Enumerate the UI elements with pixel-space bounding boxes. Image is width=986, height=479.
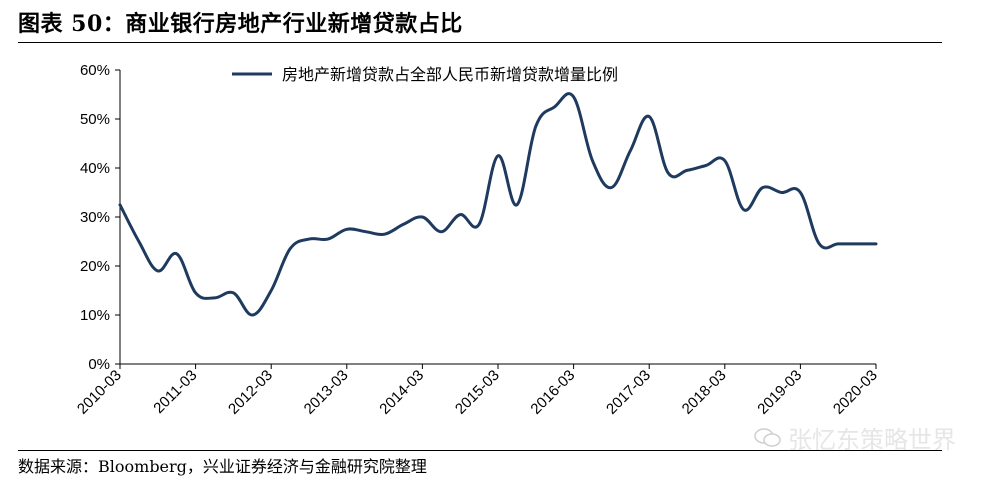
x-tick-label: 2020-03 [830, 367, 881, 418]
legend-label: 房地产新增贷款占全部人民币新增贷款增量比例 [282, 65, 618, 84]
x-tick-label: 2016-03 [527, 367, 578, 418]
x-axis-ticks: 2010-03 2011-03 2012-03 2013-03 2014-03 2015-… [74, 364, 881, 418]
wechat-icon [754, 427, 782, 449]
y-tick-label: 50% [80, 111, 110, 128]
watermark-text: 张忆东策略世界 [788, 426, 956, 454]
legend: 房地产新增贷款占全部人民币新增贷款增量比例 [232, 65, 618, 84]
axes [119, 70, 876, 365]
x-tick-label: 2013-03 [301, 367, 352, 418]
x-tick-label: 2019-03 [754, 367, 805, 418]
watermark: 张忆东策略世界 [754, 420, 956, 455]
bottom-divider [18, 450, 942, 451]
chart-title: 图表 50：商业银行房地产行业新增贷款占比 [18, 11, 463, 37]
source-note: 数据来源：Bloomberg，兴业证券经济与金融研究院整理 [18, 457, 427, 476]
x-tick-label: 2011-03 [150, 367, 200, 417]
series-line [118, 92, 878, 317]
y-tick-label: 20% [80, 258, 110, 275]
y-tick-label: 60% [80, 62, 110, 79]
x-tick-label: 2010-03 [74, 367, 125, 418]
y-axis-ticks: 0% 10% 20% 30% 40% 50% 60% [80, 62, 120, 373]
top-divider [18, 42, 942, 43]
x-tick-label: 2017-03 [603, 367, 654, 418]
y-tick-label: 30% [80, 209, 110, 226]
y-tick-label: 40% [80, 160, 110, 177]
y-tick-label: 0% [88, 356, 110, 373]
x-tick-label: 2012-03 [225, 367, 276, 418]
x-tick-label: 2014-03 [376, 367, 427, 418]
y-tick-label: 10% [80, 307, 110, 324]
x-tick-label: 2018-03 [679, 367, 730, 418]
x-tick-label: 2015-03 [452, 367, 503, 418]
